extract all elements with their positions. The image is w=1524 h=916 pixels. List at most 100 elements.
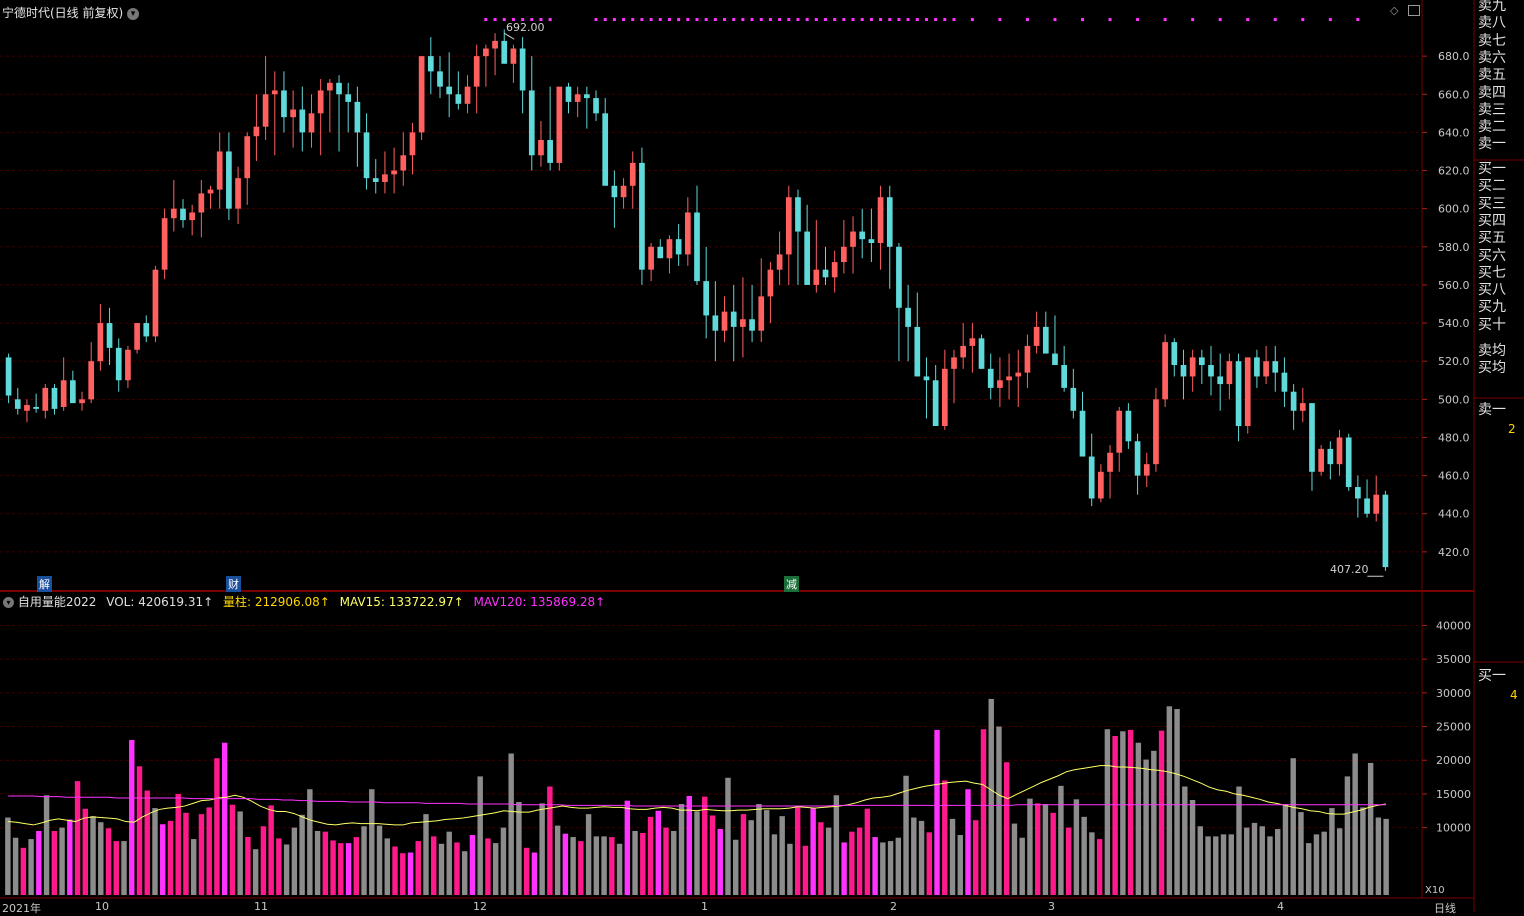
candle-body: [5, 357, 12, 396]
candle-body: [969, 338, 976, 346]
volume-bar: [167, 820, 174, 895]
buy-level-3[interactable]: 买三: [1478, 195, 1506, 212]
event-marker-unlock[interactable]: 解: [37, 576, 52, 592]
candle-body: [1244, 357, 1251, 427]
price-tick-label: 420.0: [1438, 546, 1470, 559]
xaxis-label-feb: 2: [890, 900, 897, 913]
candle-body: [1061, 365, 1067, 388]
candle-body: [850, 231, 856, 247]
buy-level-8[interactable]: 买八: [1478, 282, 1506, 299]
volume-bar: [1174, 709, 1180, 895]
volume-bar: [214, 758, 220, 895]
candle-body: [1217, 376, 1224, 385]
buy-level-10[interactable]: 买十: [1478, 316, 1506, 333]
volume-bar: [825, 827, 832, 895]
volume-bar: [1236, 786, 1242, 895]
volume-bar: [1050, 812, 1056, 895]
candle-body: [510, 48, 517, 64]
buy-level-1[interactable]: 买一: [1478, 161, 1506, 177]
sell-level-3[interactable]: 卖七: [1478, 32, 1506, 49]
candle-body: [180, 208, 186, 221]
buy-level-6[interactable]: 买六: [1478, 247, 1506, 264]
mav15-value: MAV15: 133722.97↑: [339, 595, 464, 609]
candle-body: [795, 197, 801, 232]
volume-bar: [144, 790, 150, 895]
buy-level-2[interactable]: 买二: [1478, 178, 1506, 195]
volume-bar: [601, 836, 607, 895]
volume-bar: [20, 847, 27, 895]
candle-body: [1281, 372, 1288, 392]
volume-bar: [926, 832, 933, 895]
volume-unit-label: X10: [1425, 885, 1445, 896]
candle-body: [712, 315, 719, 331]
window-toggle-icon[interactable]: [1408, 5, 1420, 16]
sell-level-9[interactable]: 卖一: [1478, 136, 1506, 153]
volume-bar: [485, 838, 491, 895]
diamond-icon[interactable]: ◇: [1390, 4, 1399, 17]
sell1-label[interactable]: 卖一: [1478, 402, 1506, 418]
period-label[interactable]: 日线: [1434, 902, 1456, 915]
volume-bar: [794, 807, 801, 895]
volume-bar: [694, 811, 700, 895]
volume-bar: [322, 831, 329, 895]
volume-bar: [523, 847, 530, 895]
signal-dot: [814, 18, 818, 21]
buy-level-5[interactable]: 买五: [1478, 230, 1506, 247]
candle-body: [932, 380, 939, 427]
candle-body: [841, 246, 847, 263]
candle-body: [547, 140, 553, 163]
event-marker-financial[interactable]: 财: [226, 576, 241, 592]
stock-title[interactable]: 宁德时代(日线 前复权): [2, 6, 124, 20]
volume-bar: [1151, 750, 1157, 895]
buy-level-7[interactable]: 买七: [1478, 264, 1506, 281]
candle-body: [1272, 361, 1279, 373]
sell-level-4[interactable]: 卖六: [1478, 49, 1506, 66]
volume-bar: [492, 843, 499, 895]
candle-body: [400, 155, 407, 171]
sell-level-2[interactable]: 卖八: [1478, 15, 1506, 32]
sell-level-8[interactable]: 卖二: [1478, 119, 1506, 136]
volume-bar: [152, 808, 158, 895]
candle-body: [382, 174, 388, 182]
candle-body: [1070, 387, 1077, 411]
candle-body: [519, 48, 526, 91]
buy-level-9[interactable]: 买九: [1478, 299, 1506, 316]
event-marker-reduce[interactable]: 减: [784, 576, 799, 592]
volume-bar: [663, 827, 669, 895]
sell-level-6[interactable]: 卖四: [1478, 84, 1506, 101]
sell-level-5[interactable]: 卖五: [1478, 67, 1506, 84]
volume-bar: [160, 824, 166, 895]
xaxis-label-nov: 11: [254, 900, 268, 913]
candle-body: [1373, 494, 1380, 514]
candle-body: [1024, 345, 1031, 373]
volume-bar: [949, 818, 956, 895]
sell-level-7[interactable]: 卖三: [1478, 101, 1506, 118]
candle-body: [1116, 410, 1123, 453]
volume-bar: [369, 789, 375, 895]
sell-level-1[interactable]: 卖九: [1478, 0, 1506, 14]
volume-bar: [841, 842, 847, 895]
buy-level-4[interactable]: 买四: [1478, 212, 1506, 229]
collapse-icon[interactable]: ▾: [3, 597, 14, 608]
volume-bar: [423, 814, 429, 895]
candle-body: [207, 189, 214, 194]
buy1-label[interactable]: 买一: [1478, 668, 1506, 684]
volume-bar: [51, 830, 58, 895]
volume-bar: [624, 800, 631, 895]
volume-bar: [67, 819, 73, 895]
indicator-name[interactable]: 自用量能2022: [17, 595, 97, 609]
candle-body: [556, 86, 563, 163]
volume-bar: [338, 843, 344, 895]
volume-bar: [942, 780, 948, 895]
volume-bar: [307, 789, 313, 895]
volume-bar: [849, 831, 855, 895]
volume-bar: [237, 811, 243, 895]
volume-bar: [911, 817, 917, 895]
volume-bar: [353, 837, 360, 895]
dropdown-chevron-icon[interactable]: ▾: [127, 7, 140, 20]
candle-body: [345, 94, 352, 102]
candle-body: [740, 319, 746, 327]
price-axis: 420.0 440.0 460.0 480.0 500.0 520.0 540.0 560.0…: [1422, 50, 1470, 559]
candle-body: [629, 162, 636, 186]
